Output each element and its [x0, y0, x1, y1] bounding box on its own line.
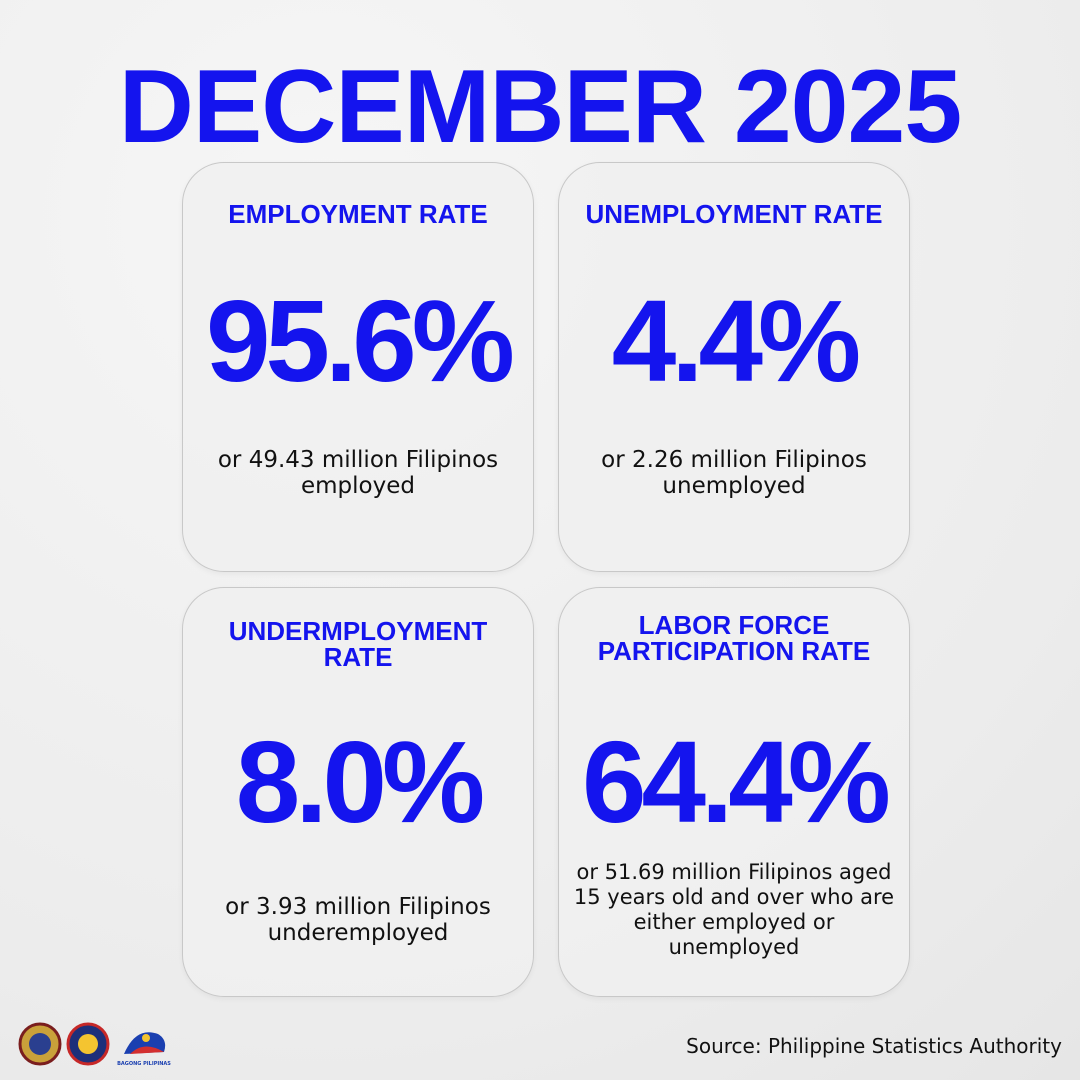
source: Source: Philippine Statistics Authority	[686, 1034, 1062, 1058]
logo-text: BAGONG PILIPINAS	[117, 1061, 171, 1067]
card-title: EMPLOYMENT RATE	[228, 199, 488, 229]
stat-card: UNDERMPLOYMENT RATE 8.0% or 3.93 million…	[182, 587, 534, 997]
logo	[142, 1034, 150, 1042]
card-title: UNDERMPLOYMENT RATE	[228, 616, 488, 672]
logo	[130, 1046, 164, 1054]
card-value: 8.0%	[235, 717, 485, 847]
logo	[78, 1034, 98, 1054]
card-value: 4.4%	[611, 276, 861, 406]
card-description: or 51.69 million Filipinos aged 15 years…	[573, 860, 895, 959]
card-description: or 49.43 million Filipinos employed	[217, 447, 499, 499]
logos: BAGONG PILIPINAS	[18, 1022, 171, 1067]
page-title: DECEMBER 2025	[118, 49, 962, 165]
card-title: LABOR FORCE PARTICIPATION RATE	[597, 610, 871, 666]
card-value: 95.6%	[206, 276, 515, 406]
stat-card: LABOR FORCE PARTICIPATION RATE 64.4% or …	[558, 587, 910, 997]
stat-card: EMPLOYMENT RATE 95.6% or 49.43 million F…	[182, 162, 534, 572]
card-description: or 2.26 million Filipinos unemployed	[601, 447, 867, 499]
stat-card: UNEMPLOYMENT RATE 4.4% or 2.26 million F…	[558, 162, 910, 572]
logo	[29, 1033, 51, 1055]
card-description: or 3.93 million Filipinos underemployed	[225, 894, 491, 946]
card-value: 64.4%	[582, 717, 891, 847]
card-title: UNEMPLOYMENT RATE	[585, 199, 883, 229]
